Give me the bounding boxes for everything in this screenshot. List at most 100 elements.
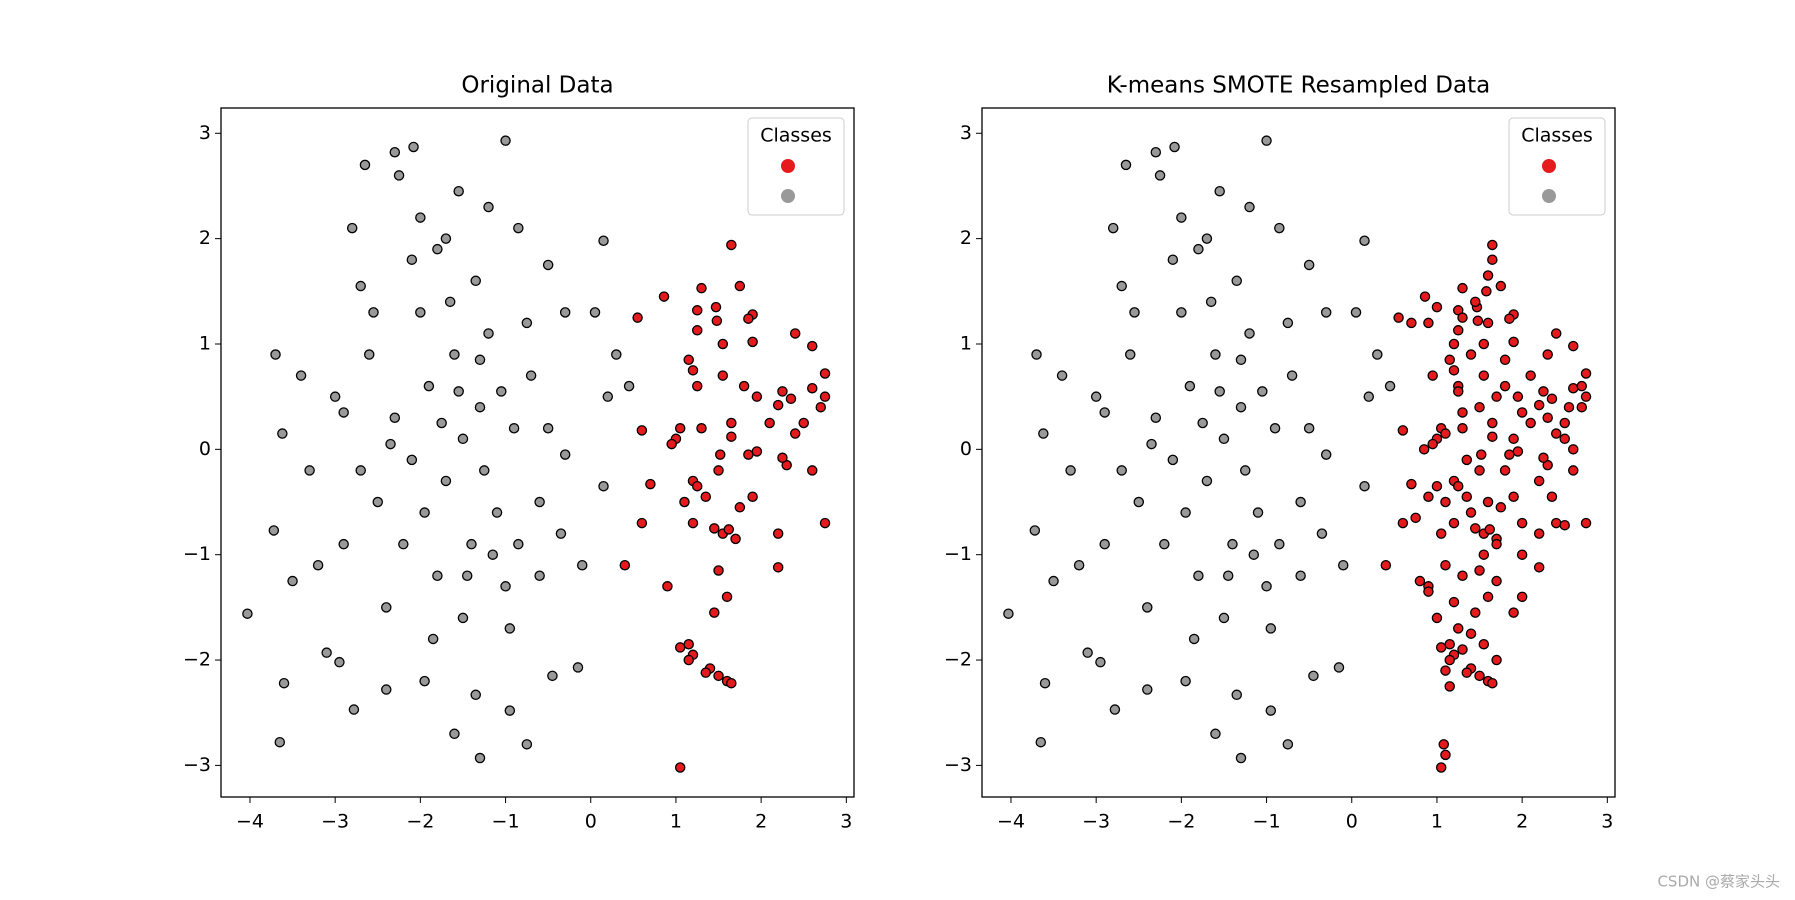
point [662,581,673,592]
x-tick-label: 1 [1431,811,1443,833]
point [504,705,516,716]
point [1397,425,1409,436]
point [483,201,494,213]
point [1282,739,1294,750]
point [636,517,648,529]
point [1393,312,1404,323]
legend-title: Classes [760,125,832,147]
point [1205,296,1217,308]
point [1580,368,1592,379]
point [277,428,288,439]
point [1124,349,1136,360]
point [1320,449,1332,460]
y-tick-label: −3 [944,754,972,776]
point [819,391,831,402]
point [1248,549,1260,560]
point [479,465,490,476]
y-tick-label: −1 [183,543,211,565]
point [1056,370,1068,381]
point [700,667,712,678]
point [534,570,545,582]
point [1512,446,1524,457]
point [1073,559,1085,571]
point [466,538,477,550]
point [1465,349,1477,360]
point [1452,386,1464,397]
point [1214,386,1225,397]
legend: Classes [1508,117,1606,216]
point [1210,349,1221,360]
point [1580,391,1592,402]
point [751,391,763,402]
point [1440,749,1451,761]
point [1261,581,1272,592]
y-tick-label: 2 [960,227,972,249]
point [1508,336,1519,348]
point [1481,286,1492,297]
point [726,431,737,442]
point [1095,656,1106,668]
plot-area [242,135,831,773]
point [1419,291,1431,302]
point [1265,623,1277,634]
point [1550,428,1562,439]
point [521,739,533,750]
point [1142,602,1153,613]
point [513,222,524,234]
point [295,370,307,381]
point [1457,282,1468,294]
point [1282,317,1294,329]
point [1099,538,1110,550]
point [679,496,690,508]
point [1214,185,1225,197]
point [440,475,452,487]
point [687,517,699,529]
point [1568,340,1579,352]
point [777,386,788,397]
point [1525,370,1536,381]
y-tick-label: 3 [960,122,972,144]
subplot: Original Data −4 −3 −2 −1 0 1 2 3 −3 −2 −1 0 1 2 3 Class… [183,73,855,833]
point [1065,465,1076,476]
y-tick-label: 3 [199,122,211,144]
point [1218,612,1230,624]
x-tick-label: −3 [321,811,349,833]
point [1359,480,1370,492]
point [1176,307,1187,318]
point [457,433,469,445]
point [1465,507,1477,518]
point [1269,423,1281,434]
x-tick-label: −4 [236,811,264,833]
point [658,291,670,302]
point [1180,675,1191,687]
point [1308,670,1319,682]
point [474,354,486,366]
point [1448,517,1460,529]
point [666,438,677,450]
point [1406,317,1417,329]
x-tick-label: −1 [1253,811,1281,833]
x-tick-label: −2 [406,811,434,833]
x-tick-label: 0 [585,811,597,833]
point [1423,491,1434,502]
point [242,608,253,619]
point [1235,401,1247,413]
point [1320,307,1332,318]
point [807,340,818,352]
x-tick-label: −4 [997,811,1025,833]
point [287,575,298,587]
point [542,259,554,271]
point [487,549,499,560]
point [444,296,456,308]
point [691,380,703,392]
point [589,307,601,318]
point [1029,525,1041,536]
point [1444,654,1455,666]
point [1210,728,1221,740]
point [723,524,735,535]
point [1048,575,1059,587]
point [1167,254,1179,265]
point [674,762,686,773]
point [1120,159,1132,171]
